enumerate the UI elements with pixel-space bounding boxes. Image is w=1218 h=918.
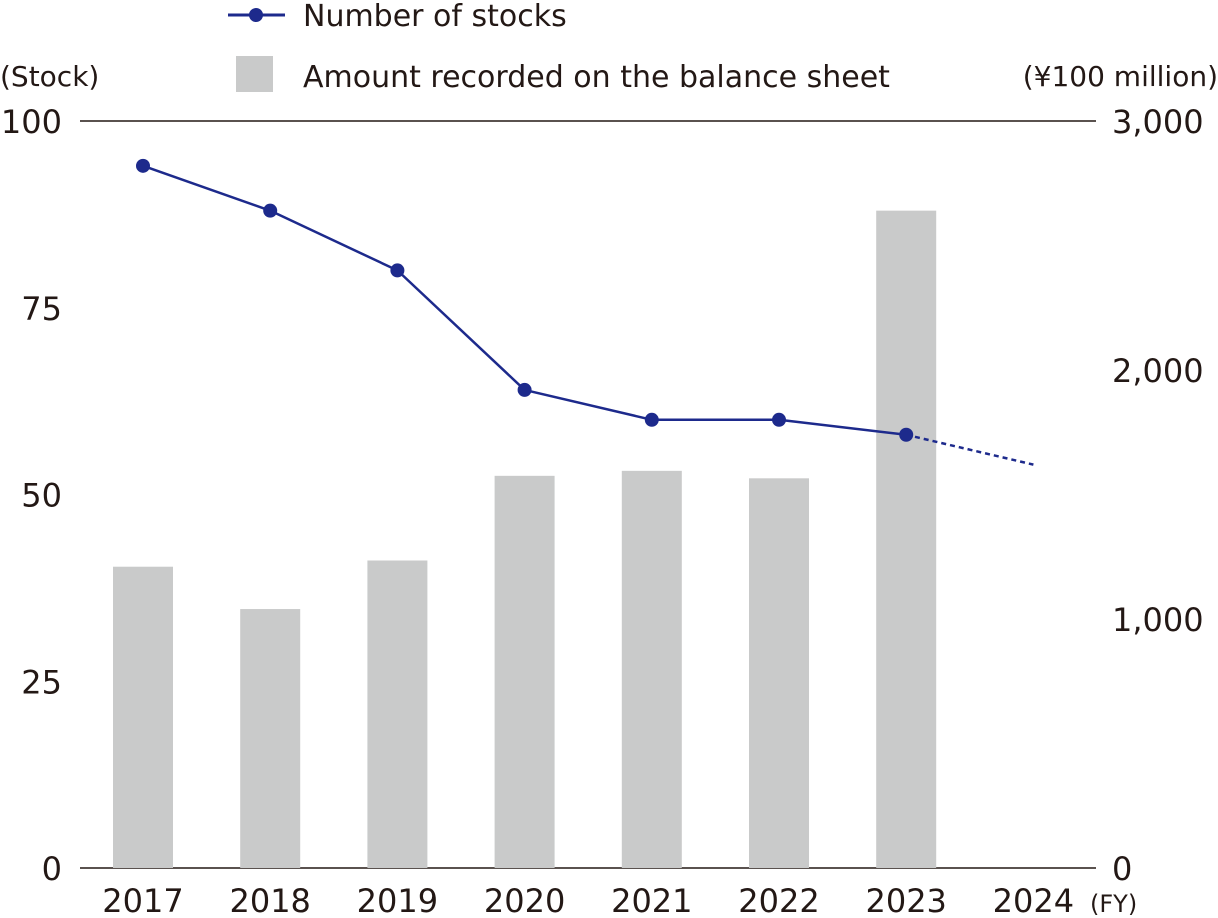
x-tick-label: 2023 [865,882,946,918]
left-tick-label: 100 [1,103,62,141]
left-tick-label: 0 [42,850,62,888]
point-2021 [644,412,659,427]
x-tick-label: 2021 [611,882,692,918]
legend: Number of stocks Amount recorded on the … [228,0,890,95]
right-axis-unit: (¥100 million) [1023,60,1218,93]
point-2022 [772,412,786,427]
right-tick-label: 0 [1112,850,1132,888]
point-2018 [263,203,278,218]
left-tick-label: 25 [21,663,62,701]
bar-2019 [367,560,428,868]
right-tick-label: 1,000 [1112,601,1204,639]
line-projection [905,433,1034,466]
left-axis-ticks: 0 25 50 75 100 [1,103,62,888]
x-tick-label: 2019 [357,882,438,918]
bar-2021 [621,470,682,868]
bar-2018 [240,609,301,868]
bar-2017 [113,566,173,868]
bar-2023 [876,210,937,868]
point-2019 [390,263,405,278]
legend-label-balance-sheet: Amount recorded on the balance sheet [303,60,890,95]
point-2020 [517,382,532,397]
right-tick-label: 2,000 [1112,352,1204,390]
bar-series [113,210,937,868]
legend-dot-marker [249,8,263,22]
bar-2022 [749,478,809,868]
x-tick-label: 2022 [738,882,819,918]
left-axis-unit: (Stock) [0,60,99,93]
legend-square-marker [236,56,273,92]
right-tick-label: 3,000 [1112,103,1204,141]
x-tick-label: 2024 [993,882,1074,918]
x-axis-ticks: 2017 2018 2019 2020 2021 2022 2023 2024 [102,882,1074,918]
left-tick-label: 75 [21,290,62,328]
bar-2020 [494,475,555,868]
x-tick-label: 2018 [229,882,310,918]
line-series [136,158,1034,466]
right-axis-ticks: 0 1,000 2,000 3,000 [1112,103,1204,888]
x-tick-label: 2020 [484,882,565,918]
point-2017 [136,158,150,173]
left-tick-label: 50 [21,477,62,515]
x-tick-label: 2017 [102,882,183,918]
legend-label-number-of-stocks: Number of stocks [303,0,567,34]
point-2023 [899,427,914,442]
x-axis-unit: (FY) [1090,890,1137,918]
